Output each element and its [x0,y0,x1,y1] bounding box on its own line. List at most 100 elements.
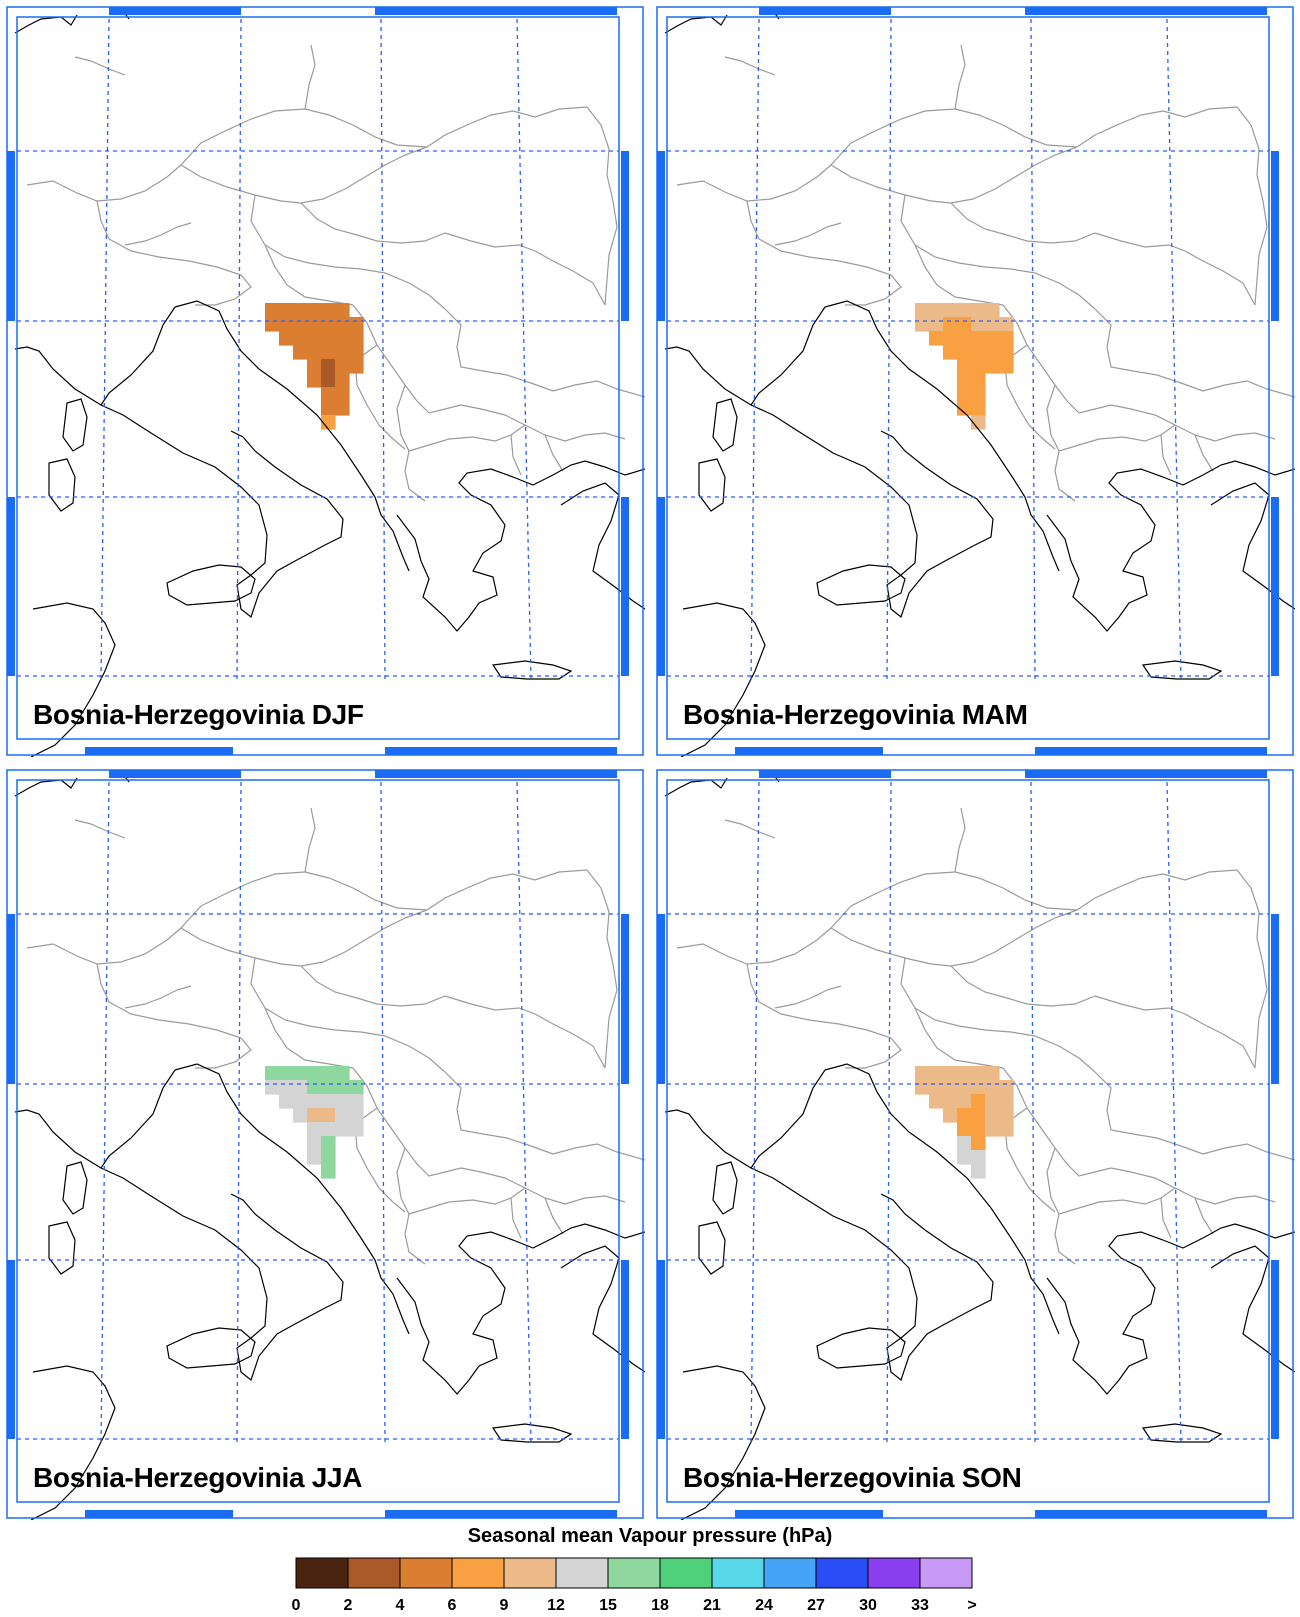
vapour-pressure-cell [335,1122,350,1137]
coastline [712,1161,738,1215]
legend-bin [399,1557,453,1589]
country-border [1054,450,1076,502]
country-border [1046,1147,1176,1215]
frame-accent [7,1260,15,1439]
frame-accent [1271,497,1279,676]
vapour-pressure-cell [335,303,350,318]
vapour-pressure-cell [307,303,322,318]
frame-accent [621,914,629,1084]
frame-accent [1025,7,1267,15]
vapour-pressure-cell [349,1122,364,1137]
vapour-pressure-cell [349,1108,364,1123]
map-panel-jja: Bosnia-Herzegovinia JJA [5,768,645,1520]
vapour-pressure-cell [929,1066,944,1081]
vapour-pressure-cell [929,1080,944,1095]
country-border [1076,869,1238,911]
country-border [264,244,354,306]
vapour-pressure-cell [293,1094,308,1109]
vapour-pressure-cell [321,345,336,360]
vapour-pressure-cell [293,1108,308,1123]
meridian-line [886,18,892,681]
legend-tick-label: 4 [396,1597,405,1614]
vapour-pressure-cell [279,317,294,332]
coastline [396,460,645,632]
country-border [300,202,446,244]
country-border [1046,384,1176,452]
vapour-pressure-cell [349,1080,364,1095]
vapour-pressure-cell [307,1108,322,1123]
vapour-pressure-cell [999,1094,1014,1109]
legend-tick-label: 9 [500,1597,509,1614]
vapour-pressure-cell [971,331,986,346]
country-border [1236,106,1268,306]
coastline [48,1221,76,1275]
legend-bin [867,1557,921,1589]
vapour-pressure-cell [321,1136,336,1151]
country-border [954,44,966,110]
vapour-pressure-cell [971,345,986,360]
coastline [698,458,726,512]
legend-tick-label: > [967,1597,976,1614]
vapour-pressure-cell [943,1094,958,1109]
vapour-pressure-cell [971,303,986,318]
legend-tick-label: 0 [292,1597,301,1614]
legend-bin [763,1557,817,1589]
coastline [14,777,78,797]
vapour-pressure-cell [915,1066,930,1081]
vapour-pressure-cell [971,1136,986,1151]
vapour-pressure-cell [915,317,930,332]
legend-tick-label: 18 [651,1597,669,1614]
vapour-pressure-cell [349,1094,364,1109]
meridian-line [750,781,760,1444]
vapour-pressure-cell [321,317,336,332]
frame-accent [85,747,233,755]
legend-bin [451,1557,505,1589]
country-border [954,108,1078,148]
country-border [180,108,306,166]
vapour-pressure-cell [943,331,958,346]
meridian-line [1166,18,1182,681]
legend-tick-label: 6 [448,1597,457,1614]
vapour-pressure-cell [321,1066,336,1081]
vapour-pressure-cell [985,359,1000,374]
frame-accent [735,1510,883,1518]
legend-tick-label: 15 [599,1597,617,1614]
vapour-pressure-cell [929,317,944,332]
vapour-pressure-cell [915,1080,930,1095]
map-panel-djf: Bosnia-Herzegovinia DJF [5,5,645,757]
frame-accent [657,1260,665,1439]
map-djf [5,5,645,757]
country-border [1160,1197,1172,1239]
coastline [174,1063,410,1335]
outer-frame [6,6,644,756]
country-border [950,965,1096,1007]
country-border [1236,869,1268,1069]
vapour-pressure-cell [971,1122,986,1137]
country-border [26,164,182,202]
vapour-pressure-cell [335,401,350,416]
vapour-pressure-cell [943,1108,958,1123]
frame-accent [385,1510,617,1518]
vapour-pressure-cell [307,1150,322,1165]
country-border [444,308,645,398]
country-border [830,909,1078,967]
country-border [676,164,832,202]
vapour-pressure-cell [293,345,308,360]
frame-accent [1271,1260,1279,1439]
country-border [180,909,428,967]
country-border [444,232,606,306]
vapour-pressure-cell [321,415,336,430]
meridian-line [380,781,386,1444]
frame-accent [1025,770,1267,778]
frame-accent [7,151,15,321]
vapour-pressure-cell [335,387,350,402]
inner-frame [666,16,1270,740]
country-border [724,56,776,76]
country-border [96,200,252,306]
vapour-pressure-cell [985,303,1000,318]
country-border [180,871,306,929]
vapour-pressure-cell [999,331,1014,346]
frame-accent [657,914,665,1084]
vapour-pressure-cell [335,317,350,332]
legend-bin [711,1557,765,1589]
